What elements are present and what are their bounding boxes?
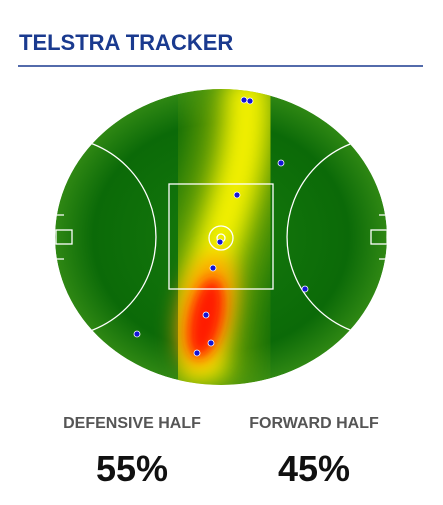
- stat-label: FORWARD HALF: [249, 415, 379, 432]
- heatmap-field: [55, 89, 387, 385]
- stat-label: DEFENSIVE HALF: [63, 415, 201, 432]
- stat-value: 55%: [96, 448, 168, 489]
- title: TELSTRA TRACKER: [19, 30, 233, 55]
- position-dots: [133, 96, 309, 357]
- stat-value: 45%: [278, 448, 350, 489]
